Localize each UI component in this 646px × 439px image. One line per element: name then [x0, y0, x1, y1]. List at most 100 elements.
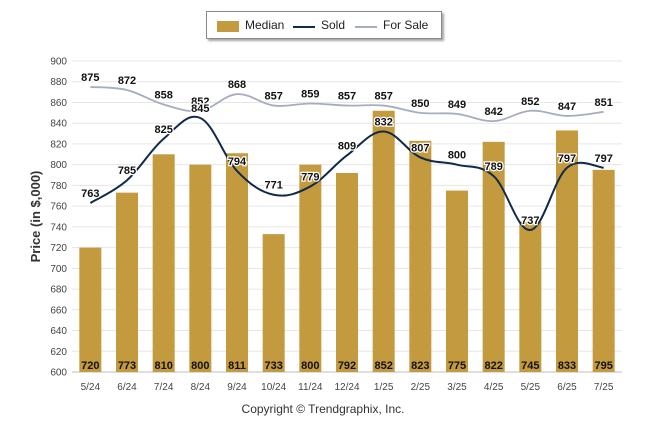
legend-label-median: Median — [245, 18, 285, 32]
y-tick-label: 720 — [50, 243, 67, 254]
x-tick-label: 3/25 — [447, 382, 467, 393]
y-tick-label: 660 — [50, 305, 67, 316]
bar-data-label: 733 — [264, 360, 282, 372]
x-tick-label: 10/24 — [261, 382, 286, 393]
y-tick-label: 820 — [50, 139, 67, 150]
y-tick-label: 680 — [50, 285, 67, 296]
bar-data-label: 775 — [448, 360, 466, 372]
for-sale-data-label: 851 — [594, 97, 612, 109]
for-sale-data-label: 857 — [374, 91, 392, 103]
bar — [152, 154, 175, 372]
sold-data-label: 797 — [594, 153, 612, 165]
x-tick-label: 6/25 — [557, 382, 577, 393]
sold-data-label: 737 — [521, 215, 539, 227]
legend-label-sold: Sold — [321, 18, 346, 32]
x-tick-label: 4/25 — [484, 382, 504, 393]
bar-data-label: 833 — [558, 360, 576, 372]
sold-data-label: 763 — [81, 188, 99, 200]
bar-data-label: 792 — [338, 360, 356, 372]
bar-data-label: 810 — [154, 360, 172, 372]
for-sale-data-label: 858 — [154, 90, 172, 102]
x-tick-label: 11/24 — [298, 382, 323, 393]
bar — [226, 153, 248, 372]
bar — [409, 140, 432, 372]
bar — [336, 172, 358, 372]
for-sale-data-label: 852 — [521, 96, 539, 108]
bar — [592, 169, 615, 372]
bar-data-label: 800 — [301, 360, 319, 372]
sold-data-label: 807 — [411, 142, 429, 154]
bar-data-label: 800 — [191, 360, 209, 372]
sold-data-label: 825 — [154, 124, 172, 136]
bar-data-label: 822 — [484, 360, 502, 372]
legend-swatch-median — [217, 21, 239, 32]
legend-swatch-sold — [293, 26, 315, 28]
y-axis-title: Price (in $,000) — [28, 171, 43, 263]
sold-data-label: 797 — [558, 153, 576, 165]
bar — [116, 192, 138, 372]
for-sale-data-label: 872 — [118, 75, 136, 87]
x-tick-label: 12/24 — [334, 382, 359, 393]
for-sale-data-label: 842 — [484, 106, 502, 118]
bar — [299, 164, 322, 372]
bar — [262, 234, 285, 372]
y-tick-label: 700 — [50, 264, 67, 275]
bar-data-label: 773 — [118, 360, 136, 372]
x-tick-label: 5/25 — [521, 382, 541, 393]
x-tick-label: 8/24 — [191, 382, 211, 393]
sold-data-label: 794 — [228, 156, 247, 168]
for-sale-data-label: 852 — [191, 96, 209, 108]
x-tick-label: 9/24 — [227, 382, 247, 393]
bar-data-label: 795 — [594, 360, 612, 372]
sold-data-label: 789 — [484, 161, 502, 173]
for-sale-data-label: 857 — [264, 91, 282, 103]
y-tick-label: 620 — [50, 347, 67, 358]
bar — [79, 247, 102, 372]
x-tick-label: 5/24 — [81, 382, 101, 393]
sold-data-label: 809 — [338, 140, 356, 152]
y-tick-label: 860 — [50, 98, 67, 109]
bar-data-label: 720 — [81, 360, 99, 372]
legend-swatch-for-sale — [355, 26, 377, 28]
x-tick-label: 7/25 — [594, 382, 614, 393]
y-tick-label: 760 — [50, 202, 67, 213]
bar — [556, 130, 578, 372]
for-sale-data-label: 847 — [558, 101, 576, 113]
bar — [189, 164, 212, 372]
for-sale-data-label: 875 — [81, 72, 99, 84]
for-sale-data-label: 849 — [448, 99, 466, 111]
bar-data-label: 811 — [228, 360, 246, 372]
legend: Median Sold For Sale — [206, 11, 442, 39]
for-sale-data-label: 857 — [338, 91, 356, 103]
y-tick-label: 800 — [50, 160, 67, 171]
bar — [519, 221, 542, 372]
y-tick-label: 640 — [50, 326, 67, 337]
sold-data-label: 779 — [301, 171, 319, 183]
sold-data-label: 845 — [191, 103, 209, 115]
bar-data-label: 745 — [521, 360, 539, 372]
y-tick-label: 840 — [50, 119, 67, 130]
x-tick-label: 6/24 — [117, 382, 137, 393]
for-sale-data-label: 859 — [301, 89, 319, 101]
for-sale-data-label: 850 — [411, 98, 429, 110]
bar — [482, 141, 505, 372]
bar-data-label: 852 — [374, 360, 392, 372]
series-line-sold — [89, 115, 604, 231]
sold-data-label: 832 — [374, 116, 392, 128]
y-tick-label: 740 — [50, 222, 67, 233]
for-sale-data-label: 868 — [228, 79, 246, 91]
series-line-for-sale — [90, 86, 604, 123]
bar — [446, 190, 468, 372]
sold-data-label: 800 — [448, 150, 466, 162]
y-tick-label: 780 — [50, 181, 67, 192]
y-tick-label: 880 — [50, 77, 67, 88]
y-tick-label: 900 — [50, 57, 67, 68]
x-tick-label: 7/24 — [154, 382, 174, 393]
sold-data-label: 771 — [264, 180, 282, 192]
x-tick-label: 2/25 — [411, 382, 431, 393]
x-tick-label: 1/25 — [374, 382, 394, 393]
copyright: Copyright © Trendgraphix, Inc. — [241, 402, 405, 416]
y-tick-label: 600 — [50, 368, 67, 379]
